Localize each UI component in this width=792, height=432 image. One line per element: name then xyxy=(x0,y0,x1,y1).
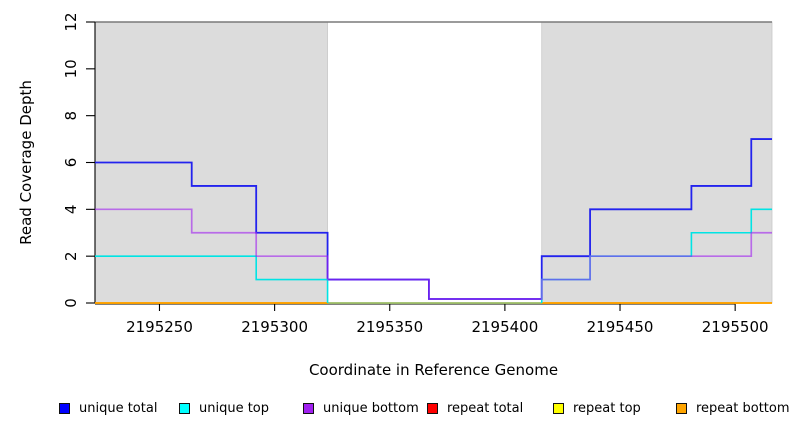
x-tick-label: 2195250 xyxy=(126,318,193,336)
x-axis-title: Coordinate in Reference Genome xyxy=(309,361,558,379)
y-tick-label: 2 xyxy=(62,251,80,261)
legend-swatch-unique-top xyxy=(179,402,190,414)
series-line-unique-bottom xyxy=(95,208,772,300)
legend-swatch-unique-total xyxy=(59,402,70,414)
series-line-unique-top xyxy=(95,255,329,303)
x-tick-label: 2195450 xyxy=(587,318,654,336)
shaded-repeat-region xyxy=(541,21,773,304)
legend-label: repeat total xyxy=(447,400,524,416)
legend-swatch-repeat-bottom xyxy=(676,402,687,414)
legend-item-repeat-bottom: repeat bottom xyxy=(676,398,790,418)
y-tick-label: 8 xyxy=(62,111,80,121)
legend-label: unique bottom xyxy=(323,400,419,416)
y-tick-label: 0 xyxy=(62,298,80,308)
legend-item-unique-top: unique top xyxy=(179,398,269,418)
legend-label: repeat top xyxy=(573,400,641,416)
y-tick-label: 4 xyxy=(62,205,80,215)
y-tick-label: 10 xyxy=(62,59,80,78)
legend-item-unique-total: unique total xyxy=(59,398,157,418)
legend-label: unique total xyxy=(79,400,158,416)
legend-item-unique-bottom: unique bottom xyxy=(303,398,419,418)
legend-swatch-repeat-top xyxy=(553,402,564,414)
legend-label: unique top xyxy=(199,400,270,416)
y-tick-label: 12 xyxy=(62,12,80,31)
legend-label: repeat bottom xyxy=(696,400,790,416)
legend-item-repeat-total: repeat total xyxy=(427,398,523,418)
x-tick-label: 2195300 xyxy=(241,318,308,336)
x-tick-label: 2195500 xyxy=(702,318,769,336)
legend-swatch-unique-bottom xyxy=(303,402,314,414)
legend-swatch-repeat-total xyxy=(427,402,438,414)
y-tick-label: 6 xyxy=(62,158,80,168)
legend-item-repeat-top: repeat top xyxy=(553,398,641,418)
x-tick-label: 2195350 xyxy=(356,318,423,336)
y-axis-title: Read Coverage Depth xyxy=(17,80,35,245)
legend: unique total unique top unique bottom repea… xyxy=(0,398,792,422)
x-tick-label: 2195400 xyxy=(471,318,538,336)
